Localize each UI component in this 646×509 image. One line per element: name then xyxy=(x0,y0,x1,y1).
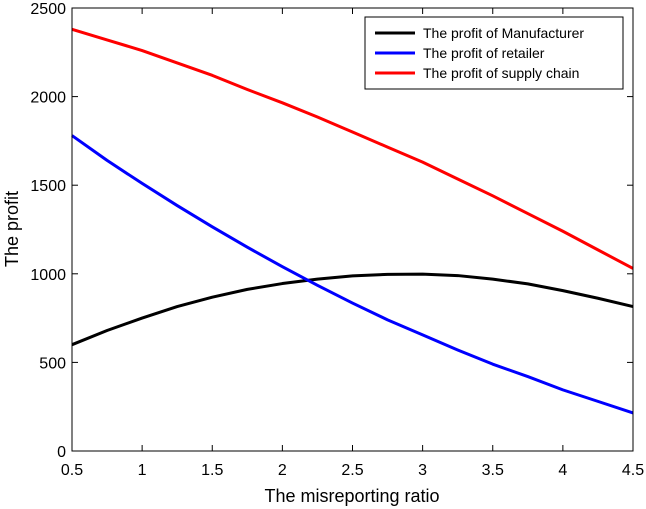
series-layer xyxy=(71,27,634,415)
x-tick-label: 2 xyxy=(278,462,287,479)
legend-label-1: The profit of Manufacturer xyxy=(423,25,584,41)
x-tick-label: 3.5 xyxy=(482,462,504,479)
x-tick-label: 4 xyxy=(558,462,567,479)
x-tick-label: 0.5 xyxy=(61,462,83,479)
x-tick-label: 1 xyxy=(138,462,147,479)
legend-label-3: The profit of supply chain xyxy=(423,65,579,81)
y-axis-title: The profit xyxy=(2,191,22,267)
series-line-3 xyxy=(71,27,634,270)
y-tick-label: 500 xyxy=(39,355,66,372)
x-tick-label: 3 xyxy=(418,462,427,479)
x-tick-label: 4.5 xyxy=(622,462,644,479)
y-tick-label: 0 xyxy=(57,444,66,461)
series-line-2 xyxy=(71,134,634,415)
x-tick-label: 1.5 xyxy=(201,462,223,479)
y-tick-label: 2000 xyxy=(30,90,66,107)
series-line-1 xyxy=(71,272,634,347)
y-tick-label: 2500 xyxy=(30,1,66,18)
legend-label-2: The profit of retailer xyxy=(423,45,545,61)
legend: The profit of Manufacturer The profit of … xyxy=(364,16,624,90)
y-tick-label: 1500 xyxy=(30,178,66,195)
x-tick-label: 2.5 xyxy=(341,462,363,479)
y-tick-label: 1000 xyxy=(30,267,66,284)
x-axis-title: The misreporting ratio xyxy=(264,486,439,506)
tick-layer: 0.5 1 1.5 2 2.5 3 3.5 4 4.5 0 500 1000 1500 2000 2500 xyxy=(30,1,644,479)
